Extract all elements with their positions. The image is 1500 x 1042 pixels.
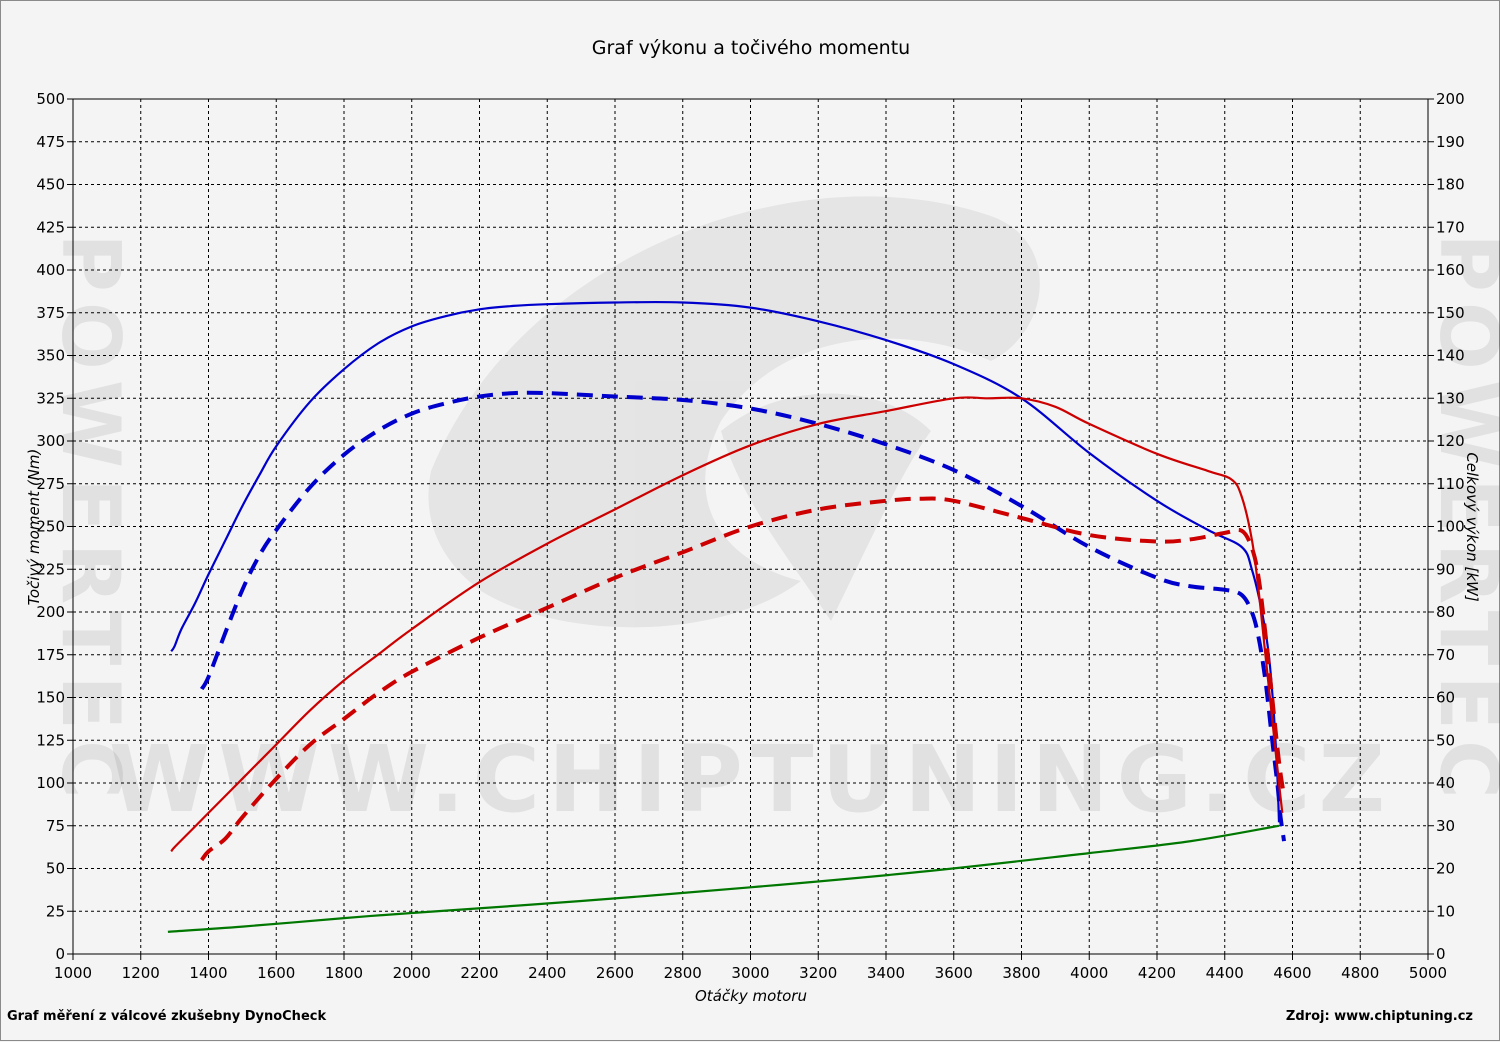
y-left-tick-label: 225 — [36, 560, 65, 578]
y-right-tick-label: 170 — [1436, 218, 1465, 236]
x-tick-label: 1400 — [189, 964, 227, 982]
y-left-tick-label: 275 — [36, 475, 65, 493]
x-tick-label: 1800 — [325, 964, 363, 982]
footer-left: Graf měření z válcové zkušebny DynoCheck — [7, 1009, 326, 1024]
x-tick-label: 3800 — [1002, 964, 1040, 982]
x-tick-label: 5000 — [1409, 964, 1447, 982]
y-right-tick-label: 10 — [1436, 902, 1455, 920]
y-left-tick-label: 475 — [36, 133, 65, 151]
y-left-tick-label: 500 — [36, 90, 65, 108]
y-right-tick-label: 150 — [1436, 304, 1465, 322]
x-tick-label: 1000 — [54, 964, 92, 982]
y-right-tick-label: 100 — [1436, 518, 1465, 536]
y-right-tick-label: 20 — [1436, 860, 1455, 878]
y-left-tick-label: 300 — [36, 432, 65, 450]
x-tick-label: 3200 — [799, 964, 837, 982]
series — [167, 300, 1286, 933]
y-right-tick-label: 30 — [1436, 817, 1455, 835]
y-left-tick-label: 150 — [36, 689, 65, 707]
y-left-tick-label: 450 — [36, 176, 65, 194]
watermark-side-left: POWERTEC — [44, 233, 137, 808]
series-line-torque-stock — [199, 390, 1286, 842]
series-line-power-tuned — [170, 396, 1284, 853]
y-right-tick-label: 40 — [1436, 774, 1455, 792]
x-tick-label: 4800 — [1341, 964, 1379, 982]
y-right-tick-label: 130 — [1436, 389, 1465, 407]
y-right-tick-label: 110 — [1436, 475, 1465, 493]
y-left-tick-label: 75 — [46, 817, 65, 835]
x-tick-label: 2600 — [596, 964, 634, 982]
y-left-tick-label: 175 — [36, 646, 65, 664]
x-tick-label: 3400 — [867, 964, 905, 982]
y-left-tick-label: 350 — [36, 347, 65, 365]
series-line-torque-tuned — [170, 300, 1281, 823]
watermark-logo-icon — [428, 196, 1040, 628]
x-tick-label: 4400 — [1206, 964, 1244, 982]
x-tick-label: 1200 — [122, 964, 160, 982]
y-left-tick-label: 100 — [36, 774, 65, 792]
y-left-tick-label: 425 — [36, 218, 65, 236]
y-left-tick-label: 25 — [46, 902, 65, 920]
watermark: WWW.CHIPTUNING.CZ POWERTEC POWERTEC — [44, 196, 1500, 833]
y-left-tick-label: 200 — [36, 603, 65, 621]
series-line-loss — [167, 824, 1280, 933]
x-tick-label: 2200 — [460, 964, 498, 982]
y-right-tick-label: 160 — [1436, 261, 1465, 279]
y-left-tick-label: 250 — [36, 518, 65, 536]
series-line-power-stock — [200, 496, 1286, 862]
y-right-tick-label: 60 — [1436, 689, 1455, 707]
x-tick-label: 2400 — [528, 964, 566, 982]
axes: 1000 1200 1400 1600 1800 2000 2200 2400 2600 2800… — [36, 90, 1464, 982]
x-tick-label: 4200 — [1138, 964, 1176, 982]
x-axis-label: Otáčky motoru — [695, 987, 807, 1005]
watermark-side-right: POWERTEC — [1422, 233, 1500, 808]
x-tick-label: 1600 — [257, 964, 295, 982]
x-tick-label: 3600 — [935, 964, 973, 982]
y-axis-left-label: Točivý moment (Nm) — [25, 449, 43, 606]
y-right-tick-label: 90 — [1436, 560, 1455, 578]
footer-right: Zdroj: www.chiptuning.cz — [1286, 1009, 1473, 1024]
y-right-tick-label: 190 — [1436, 133, 1465, 151]
y-left-tick-label: 125 — [36, 731, 65, 749]
y-left-tick-label: 0 — [55, 945, 65, 963]
x-tick-label: 2800 — [664, 964, 702, 982]
x-tick-label: 4000 — [1070, 964, 1108, 982]
watermark-center-text: WWW.CHIPTUNING.CZ — [109, 726, 1393, 833]
y-right-tick-label: 140 — [1436, 347, 1465, 365]
y-right-tick-label: 200 — [1436, 90, 1465, 108]
y-right-tick-label: 120 — [1436, 432, 1465, 450]
chart-title: Graf výkonu a točivého momentu — [592, 37, 910, 59]
y-left-tick-label: 375 — [36, 304, 65, 322]
y-right-tick-label: 0 — [1436, 945, 1446, 963]
y-left-tick-label: 50 — [46, 860, 65, 878]
y-axis-right-label: Celkový výkon [kW] — [1463, 452, 1481, 602]
x-tick-label: 2000 — [393, 964, 431, 982]
y-right-tick-label: 70 — [1436, 646, 1455, 664]
y-right-tick-label: 180 — [1436, 176, 1465, 194]
y-right-tick-label: 80 — [1436, 603, 1455, 621]
x-tick-label: 4600 — [1273, 964, 1311, 982]
y-left-tick-label: 400 — [36, 261, 65, 279]
y-right-tick-label: 50 — [1436, 731, 1455, 749]
y-left-tick-label: 325 — [36, 389, 65, 407]
x-tick-label: 3000 — [731, 964, 769, 982]
